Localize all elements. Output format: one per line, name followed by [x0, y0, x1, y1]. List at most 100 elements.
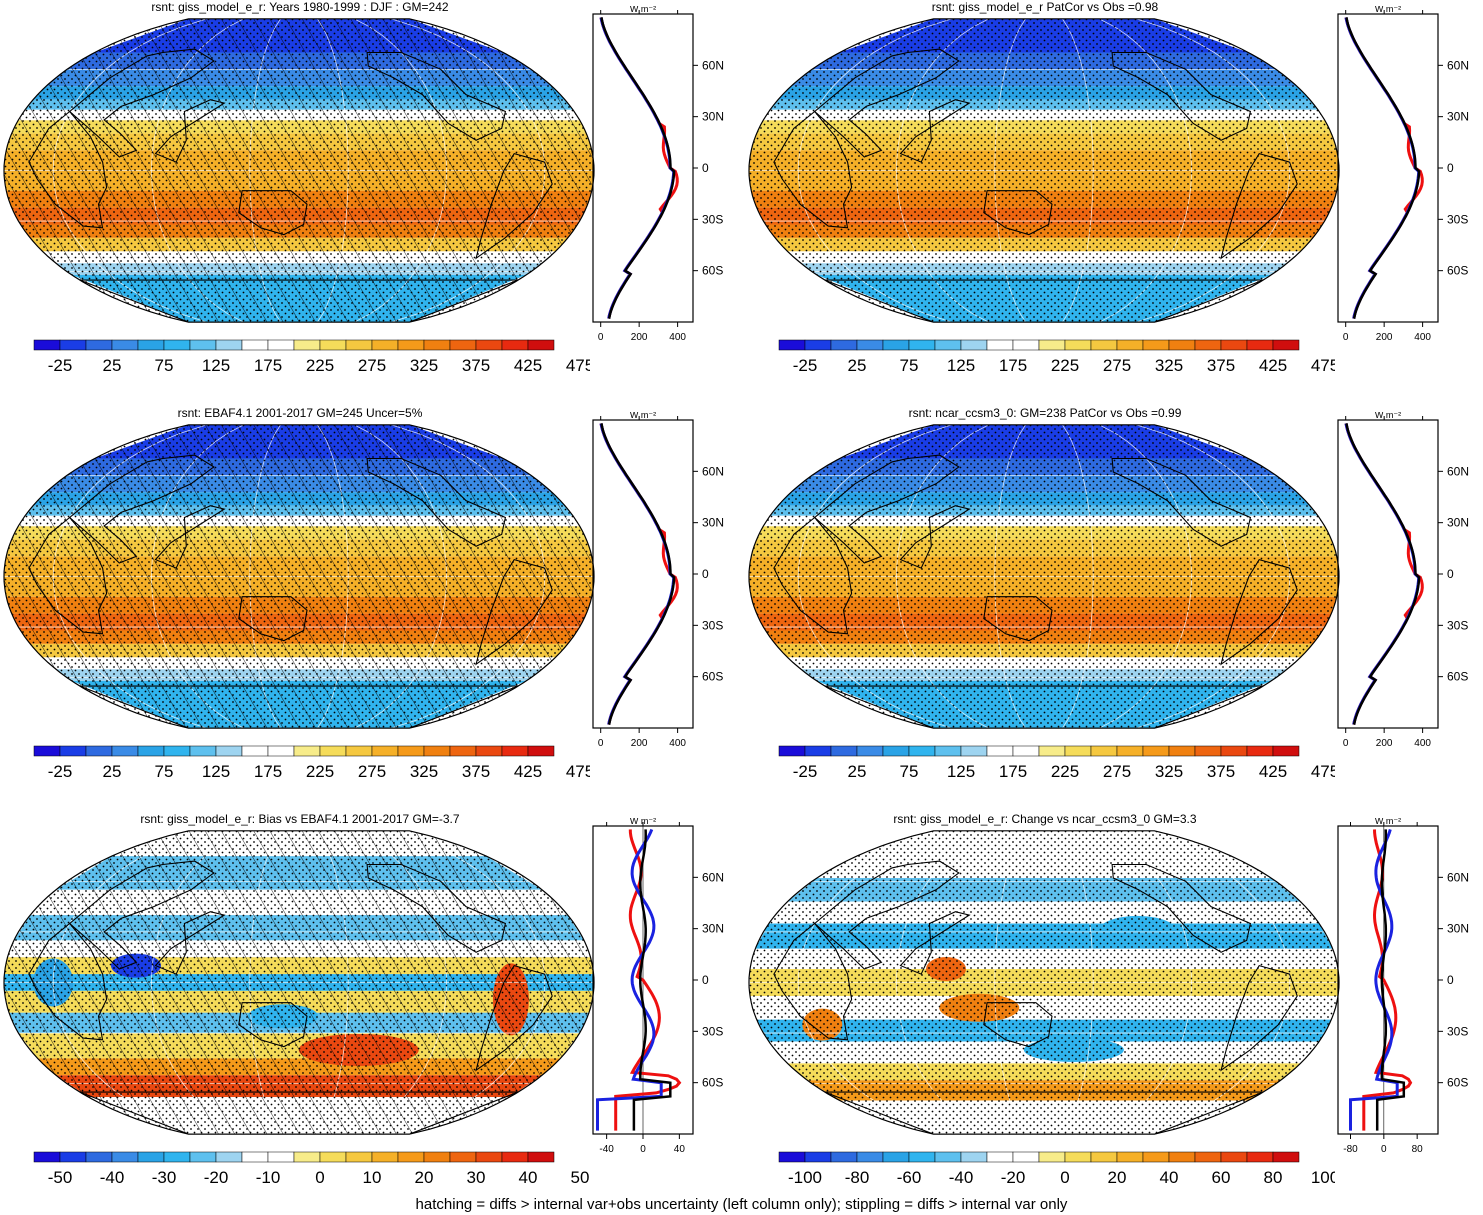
- profile-xtick-label: 0: [1343, 332, 1349, 343]
- colorbar-swatch: [449, 745, 477, 757]
- colorbar-swatch: [1064, 1151, 1092, 1163]
- panel-change: rsnt: giss_model_e_r: Change vs ncar_ccs…: [745, 812, 1483, 1212]
- panel-ncar: rsnt: ncar_ccsm3_0: GM=238 PatCor vs Obs…: [745, 406, 1483, 806]
- colorbar-label: 225: [1051, 356, 1079, 375]
- colorbar-swatch: [345, 1151, 373, 1163]
- colorbar-swatch: [397, 339, 425, 351]
- profile-lat-label: 60S: [702, 670, 723, 684]
- colorbar-swatch: [882, 1151, 910, 1163]
- colorbar-swatch: [986, 745, 1014, 757]
- profile-xtick-label: 400: [1414, 738, 1431, 749]
- profile-lat-label: 30N: [1447, 110, 1469, 124]
- colorbar-swatch: [1038, 1151, 1066, 1163]
- colorbar-swatch: [111, 339, 139, 351]
- colorbar: -25 25 75 125 175 225 275 325 375 425 475: [778, 745, 1335, 781]
- stippling-overlay: [749, 18, 1339, 323]
- colorbar-label: 325: [410, 762, 438, 781]
- colorbar-swatch: [960, 1151, 988, 1163]
- profile-unit: W m⁻²: [1375, 412, 1401, 420]
- map-title: rsnt: giss_model_e_r: Bias vs EBAF4.1 20…: [140, 812, 460, 826]
- colorbar-label: 275: [358, 356, 386, 375]
- colorbar-swatch: [33, 745, 61, 757]
- profile-line-blue: [599, 423, 676, 725]
- colorbar-label: 60: [1212, 1168, 1231, 1187]
- profile-lat-label: 60S: [702, 264, 723, 278]
- colorbar-label: -80: [845, 1168, 870, 1187]
- profile-xtick-label: 400: [669, 738, 686, 749]
- panel-ebaf: rsnt: EBAF4.1 2001-2017 GM=245 Uncer=5% -…: [0, 406, 740, 806]
- profile-lat-label: 30S: [1447, 1024, 1468, 1038]
- profile-lat-label: 0: [702, 161, 709, 175]
- stippling-overlay: [749, 830, 1339, 1135]
- world-map: [3, 830, 595, 1135]
- profile-lat-label: 60N: [1447, 58, 1469, 72]
- colorbar-label: 125: [202, 762, 230, 781]
- profile-line-red: [599, 423, 679, 725]
- colorbar-label: 425: [514, 762, 542, 781]
- colorbar-swatch: [1220, 1151, 1248, 1163]
- profile-lat-label: 60N: [702, 58, 724, 72]
- profile-xtick-label: 200: [1376, 332, 1393, 343]
- profile-lat-label: 0: [1447, 567, 1454, 581]
- colorbar-label: 40: [519, 1168, 538, 1187]
- colorbar-swatch: [449, 1151, 477, 1163]
- colorbar-label: 125: [947, 762, 975, 781]
- colorbar-label: 225: [306, 762, 334, 781]
- colorbar-label: 25: [103, 356, 122, 375]
- zonal-mean-profile: W m⁻² 0 200 400 60N 30N 0 30S 60S: [592, 412, 724, 749]
- colorbar-swatch: [1142, 745, 1170, 757]
- colorbar-swatch: [934, 745, 962, 757]
- colorbar-swatch: [1194, 1151, 1222, 1163]
- colorbar-swatch: [319, 339, 347, 351]
- colorbar-swatch: [1090, 745, 1118, 757]
- colorbar-swatch: [33, 339, 61, 351]
- profile-xtick-label: 0: [1343, 738, 1349, 749]
- map-title: rsnt: giss_model_e_r: Years 1980-1999 : …: [151, 0, 449, 14]
- profile-frame: [1337, 419, 1439, 729]
- colorbar-label: 275: [1103, 356, 1131, 375]
- colorbar-label: 30: [467, 1168, 486, 1187]
- colorbar-swatch: [1272, 339, 1300, 351]
- colorbar-swatch: [215, 339, 243, 351]
- colorbar-swatch: [856, 1151, 884, 1163]
- colorbar-swatch: [986, 339, 1014, 351]
- colorbar-label: 425: [1259, 762, 1287, 781]
- colorbar-label: 125: [202, 356, 230, 375]
- colorbar-swatch: [319, 745, 347, 757]
- profile-lat-label: 0: [1447, 973, 1454, 987]
- colorbar-swatch: [804, 339, 832, 351]
- colorbar-swatch: [137, 745, 165, 757]
- profile-xtick-label: 200: [631, 332, 648, 343]
- colorbar-swatch: [1116, 745, 1144, 757]
- colorbar-label: 225: [306, 356, 334, 375]
- colorbar-label: 225: [1051, 762, 1079, 781]
- colorbar-label: 10: [363, 1168, 382, 1187]
- colorbar-label: 20: [1108, 1168, 1127, 1187]
- colorbar-swatch: [189, 745, 217, 757]
- profile-line-red: [1344, 17, 1424, 319]
- profile-line-blue: [1349, 828, 1399, 1131]
- profile-line-black: [1345, 17, 1421, 319]
- zonal-mean-profile: W m⁻² 0 200 400 60N 30N 0 30S 60S: [592, 6, 724, 343]
- profile-lat-label: 0: [1447, 161, 1454, 175]
- colorbar-label: 20: [415, 1168, 434, 1187]
- colorbar-label: 100: [1311, 1168, 1335, 1187]
- colorbar-label: 175: [999, 762, 1027, 781]
- colorbar-swatch: [778, 339, 806, 351]
- colorbar-swatch: [267, 339, 295, 351]
- colorbar-label: 80: [1264, 1168, 1283, 1187]
- colorbar-swatch: [423, 745, 451, 757]
- colorbar-swatch: [371, 1151, 399, 1163]
- profile-line-black: [632, 829, 672, 1131]
- map-title: rsnt: giss_model_e_r PatCor vs Obs =0.98: [931, 0, 1159, 14]
- colorbar-swatch: [830, 745, 858, 757]
- profile-lat-label: 60S: [1447, 670, 1468, 684]
- profile-lat-label: 60S: [1447, 264, 1468, 278]
- profile-unit: W m⁻²: [630, 6, 656, 14]
- colorbar-swatch: [804, 1151, 832, 1163]
- profile-lat-label: 60S: [702, 1076, 723, 1090]
- colorbar-label: -100: [788, 1168, 822, 1187]
- profile-xtick-label: 0: [598, 738, 604, 749]
- colorbar-swatch: [475, 745, 503, 757]
- panel-bias: rsnt: giss_model_e_r: Bias vs EBAF4.1 20…: [0, 812, 740, 1212]
